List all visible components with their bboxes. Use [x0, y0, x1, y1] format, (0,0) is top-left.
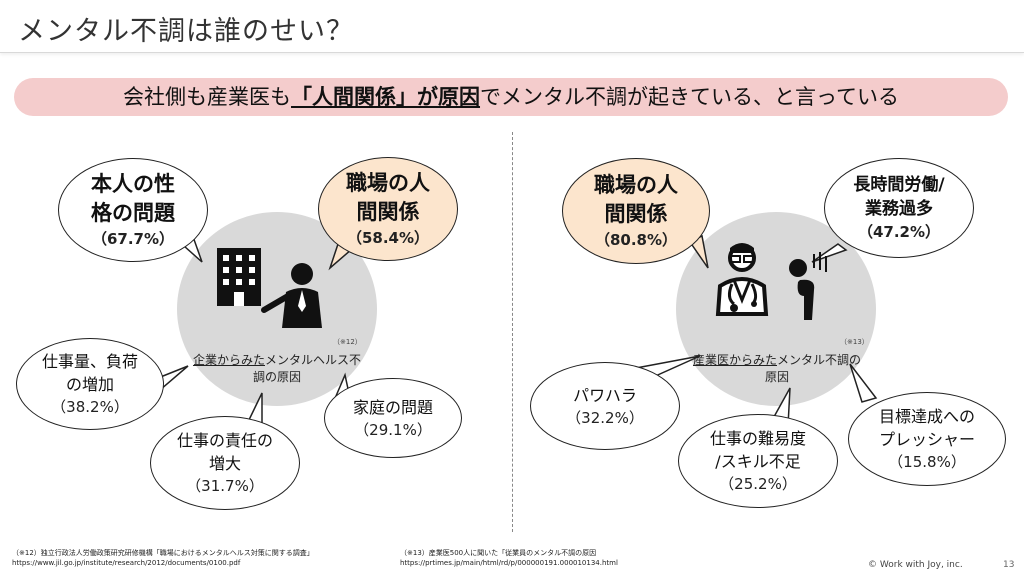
bubble-percent: （47.2%） — [857, 223, 941, 241]
right-center-circle — [676, 212, 876, 406]
bubble-label: 家庭の問題 — [352, 397, 433, 417]
footnote-right: （※13）産業医500人に聞いた「従業員のメンタル不調の原因 https://p… — [400, 548, 618, 568]
bubble-personality-problem: 本人の性 格の問題 （67.7%） — [58, 158, 208, 262]
bubble-workplace-relations: 職場の人 間関係 （58.4%） — [318, 157, 458, 261]
bubble-power-harassment: パワハラ （32.2%） — [530, 362, 680, 450]
bubble-label: 間関係 — [604, 202, 668, 226]
presenter-icon — [261, 263, 322, 328]
bubble-label: 本人の性 — [91, 172, 175, 196]
bubble-label: 仕事量、負荷 — [41, 352, 138, 371]
bubble-family-problem: 家庭の問題 （29.1%） — [324, 378, 462, 458]
footnote-left-title: （※12）独立行政法人労働政策研究研修機構「職場におけるメンタルヘルス対策に関す… — [12, 549, 314, 557]
right-caption-underlined: 産業医からみた — [692, 353, 777, 367]
bubble-label: /スキル不足 — [715, 452, 801, 471]
bubble-label: の増加 — [65, 375, 114, 394]
slide-header: メンタル不調は誰のせい？ — [0, 0, 1024, 53]
bubble-percent: （31.7%） — [186, 477, 264, 495]
bubble-label: 職場の人 — [594, 173, 678, 197]
left-source-note: （※12） — [333, 338, 362, 346]
left-caption-underlined: 企業からみた — [192, 353, 265, 367]
copyright: © Work with Joy, inc. — [868, 560, 963, 570]
bubble-label: 格の問題 — [91, 201, 175, 225]
bubble-label: 目標達成への — [878, 407, 975, 426]
bubble-long-hours: 長時間労働/ 業務過多 （47.2%） — [824, 158, 974, 258]
bubble-percent: （38.2%） — [51, 398, 129, 416]
bubble-percent: （80.8%） — [594, 231, 678, 249]
stressed-person-icon — [789, 252, 827, 320]
office-building-icon — [217, 248, 261, 306]
page-title: メンタル不調は誰のせい？ — [18, 16, 354, 47]
bubble-workplace-relations-doctor: 職場の人 間関係 （80.8%） — [562, 158, 710, 264]
bubble-percent: （58.4%） — [346, 229, 430, 247]
bubble-percent: （32.2%） — [566, 408, 644, 427]
bubble-percent: （25.2%） — [719, 475, 797, 493]
bubble-goal-pressure: 目標達成への プレッシャー （15.8%） — [848, 392, 1006, 486]
bubble-label: 仕事の難易度 — [709, 429, 806, 448]
left-caption-rest: メンタルヘルス不調の原因 — [252, 353, 362, 384]
doctor-icon — [715, 243, 769, 316]
right-circle-caption: 産業医からみたメンタル不調の原因 — [688, 352, 866, 386]
bubble-percent: （29.1%） — [354, 420, 432, 439]
footnote-left: （※12）独立行政法人労働政策研究研修機構「職場におけるメンタルヘルス対策に関す… — [12, 548, 314, 568]
bubble-workload-increase: 仕事量、負荷 の増加 （38.2%） — [16, 338, 164, 430]
left-circle-caption: 企業からみたメンタルヘルス不調の原因 — [188, 352, 366, 386]
footnote-right-title: （※13）産業医500人に聞いた「従業員のメンタル不調の原因 — [400, 549, 597, 557]
bubble-label: 業務過多 — [865, 199, 933, 219]
bubble-label: 仕事の責任の — [176, 431, 273, 450]
bubble-label: パワハラ — [573, 385, 637, 405]
right-caption-rest: メンタル不調の原因 — [764, 353, 862, 384]
bubble-label: 増大 — [208, 454, 241, 473]
page-number: 13 — [1003, 560, 1015, 570]
right-source-note: （※13） — [840, 338, 869, 346]
banner-prefix: 会社側も産業医も — [123, 85, 292, 109]
panel-divider — [512, 132, 513, 532]
bubble-label: 長時間労働/ — [853, 175, 945, 195]
bubble-percent: （67.7%） — [91, 230, 175, 248]
bubble-label: プレッシャー — [878, 430, 975, 449]
bubble-label: 間関係 — [356, 200, 420, 224]
banner-suffix: でメンタル不調が起きている、と言っている — [480, 85, 899, 109]
bubble-label: 職場の人 — [346, 171, 430, 195]
footnote-right-url[interactable]: https://prtimes.jp/main/html/rd/p/000000… — [400, 559, 618, 567]
bubble-difficulty-skills: 仕事の難易度 /スキル不足 （25.2%） — [678, 414, 838, 508]
bubble-percent: （15.8%） — [888, 453, 966, 471]
banner-emphasis: 「人間関係」が原因 — [291, 85, 481, 109]
footnote-left-url[interactable]: https://www.jil.go.jp/institute/research… — [12, 559, 241, 567]
bubble-responsibility-increase: 仕事の責任の 増大 （31.7%） — [150, 416, 300, 510]
summary-banner: 会社側も産業医も「人間関係」が原因でメンタル不調が起きている、と言っている — [14, 78, 1008, 116]
